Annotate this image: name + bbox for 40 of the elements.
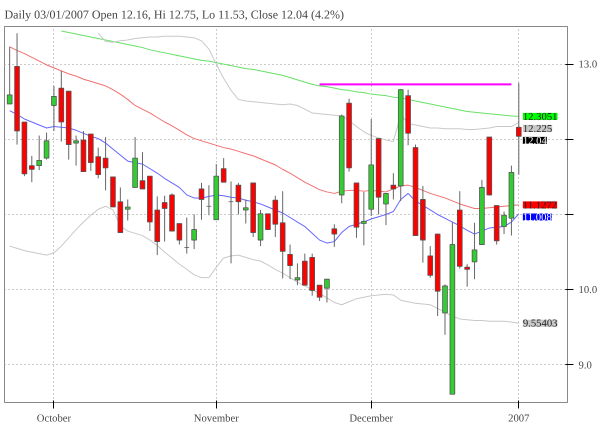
x-tick-label: December bbox=[349, 414, 394, 424]
candlestick bbox=[427, 246, 434, 278]
candlestick bbox=[228, 180, 234, 264]
data-label: 9.55403 bbox=[522, 318, 558, 330]
line-series bbox=[9, 46, 520, 209]
line-series bbox=[9, 110, 520, 244]
candlestick bbox=[516, 82, 522, 176]
candlestick bbox=[191, 214, 197, 250]
candlestick bbox=[51, 85, 57, 132]
candlestick bbox=[184, 217, 190, 254]
candlestick bbox=[36, 135, 42, 171]
x-tick-label: October bbox=[36, 414, 72, 424]
y-tick-label: 10.0 bbox=[578, 285, 598, 296]
line-series bbox=[9, 206, 520, 324]
data-label: 12.225 bbox=[522, 124, 552, 135]
candlestick bbox=[242, 198, 249, 224]
candlestick bbox=[220, 158, 226, 183]
line-series bbox=[98, 32, 520, 142]
candlestick bbox=[287, 244, 293, 280]
text: 12.04 bbox=[522, 136, 548, 147]
candlestick bbox=[236, 182, 242, 215]
candlestick bbox=[198, 182, 204, 220]
candlestick bbox=[332, 224, 338, 248]
candlestick bbox=[102, 136, 108, 191]
y-tick-label: 13.0 bbox=[578, 60, 598, 71]
chart-title: Daily 03/01/2007 Open 12.16, Hi 12.75, Lo 11.53, Close 12.04 (4.2%) bbox=[4, 8, 344, 22]
candlestick bbox=[95, 147, 102, 179]
candlestick bbox=[44, 132, 50, 160]
y-tick-label: 9.0 bbox=[578, 360, 592, 372]
x-tick-label: 2007 bbox=[508, 414, 530, 424]
candlestick bbox=[206, 184, 212, 216]
line-series bbox=[60, 30, 520, 117]
candlestick bbox=[472, 222, 478, 280]
candlestick bbox=[29, 155, 35, 183]
x-tick-label: November bbox=[194, 414, 240, 424]
data-label: 11.008 bbox=[522, 212, 552, 224]
candlestick bbox=[124, 198, 131, 222]
candlestick bbox=[390, 172, 396, 200]
candlestick bbox=[464, 264, 470, 288]
candlestick bbox=[294, 262, 300, 286]
